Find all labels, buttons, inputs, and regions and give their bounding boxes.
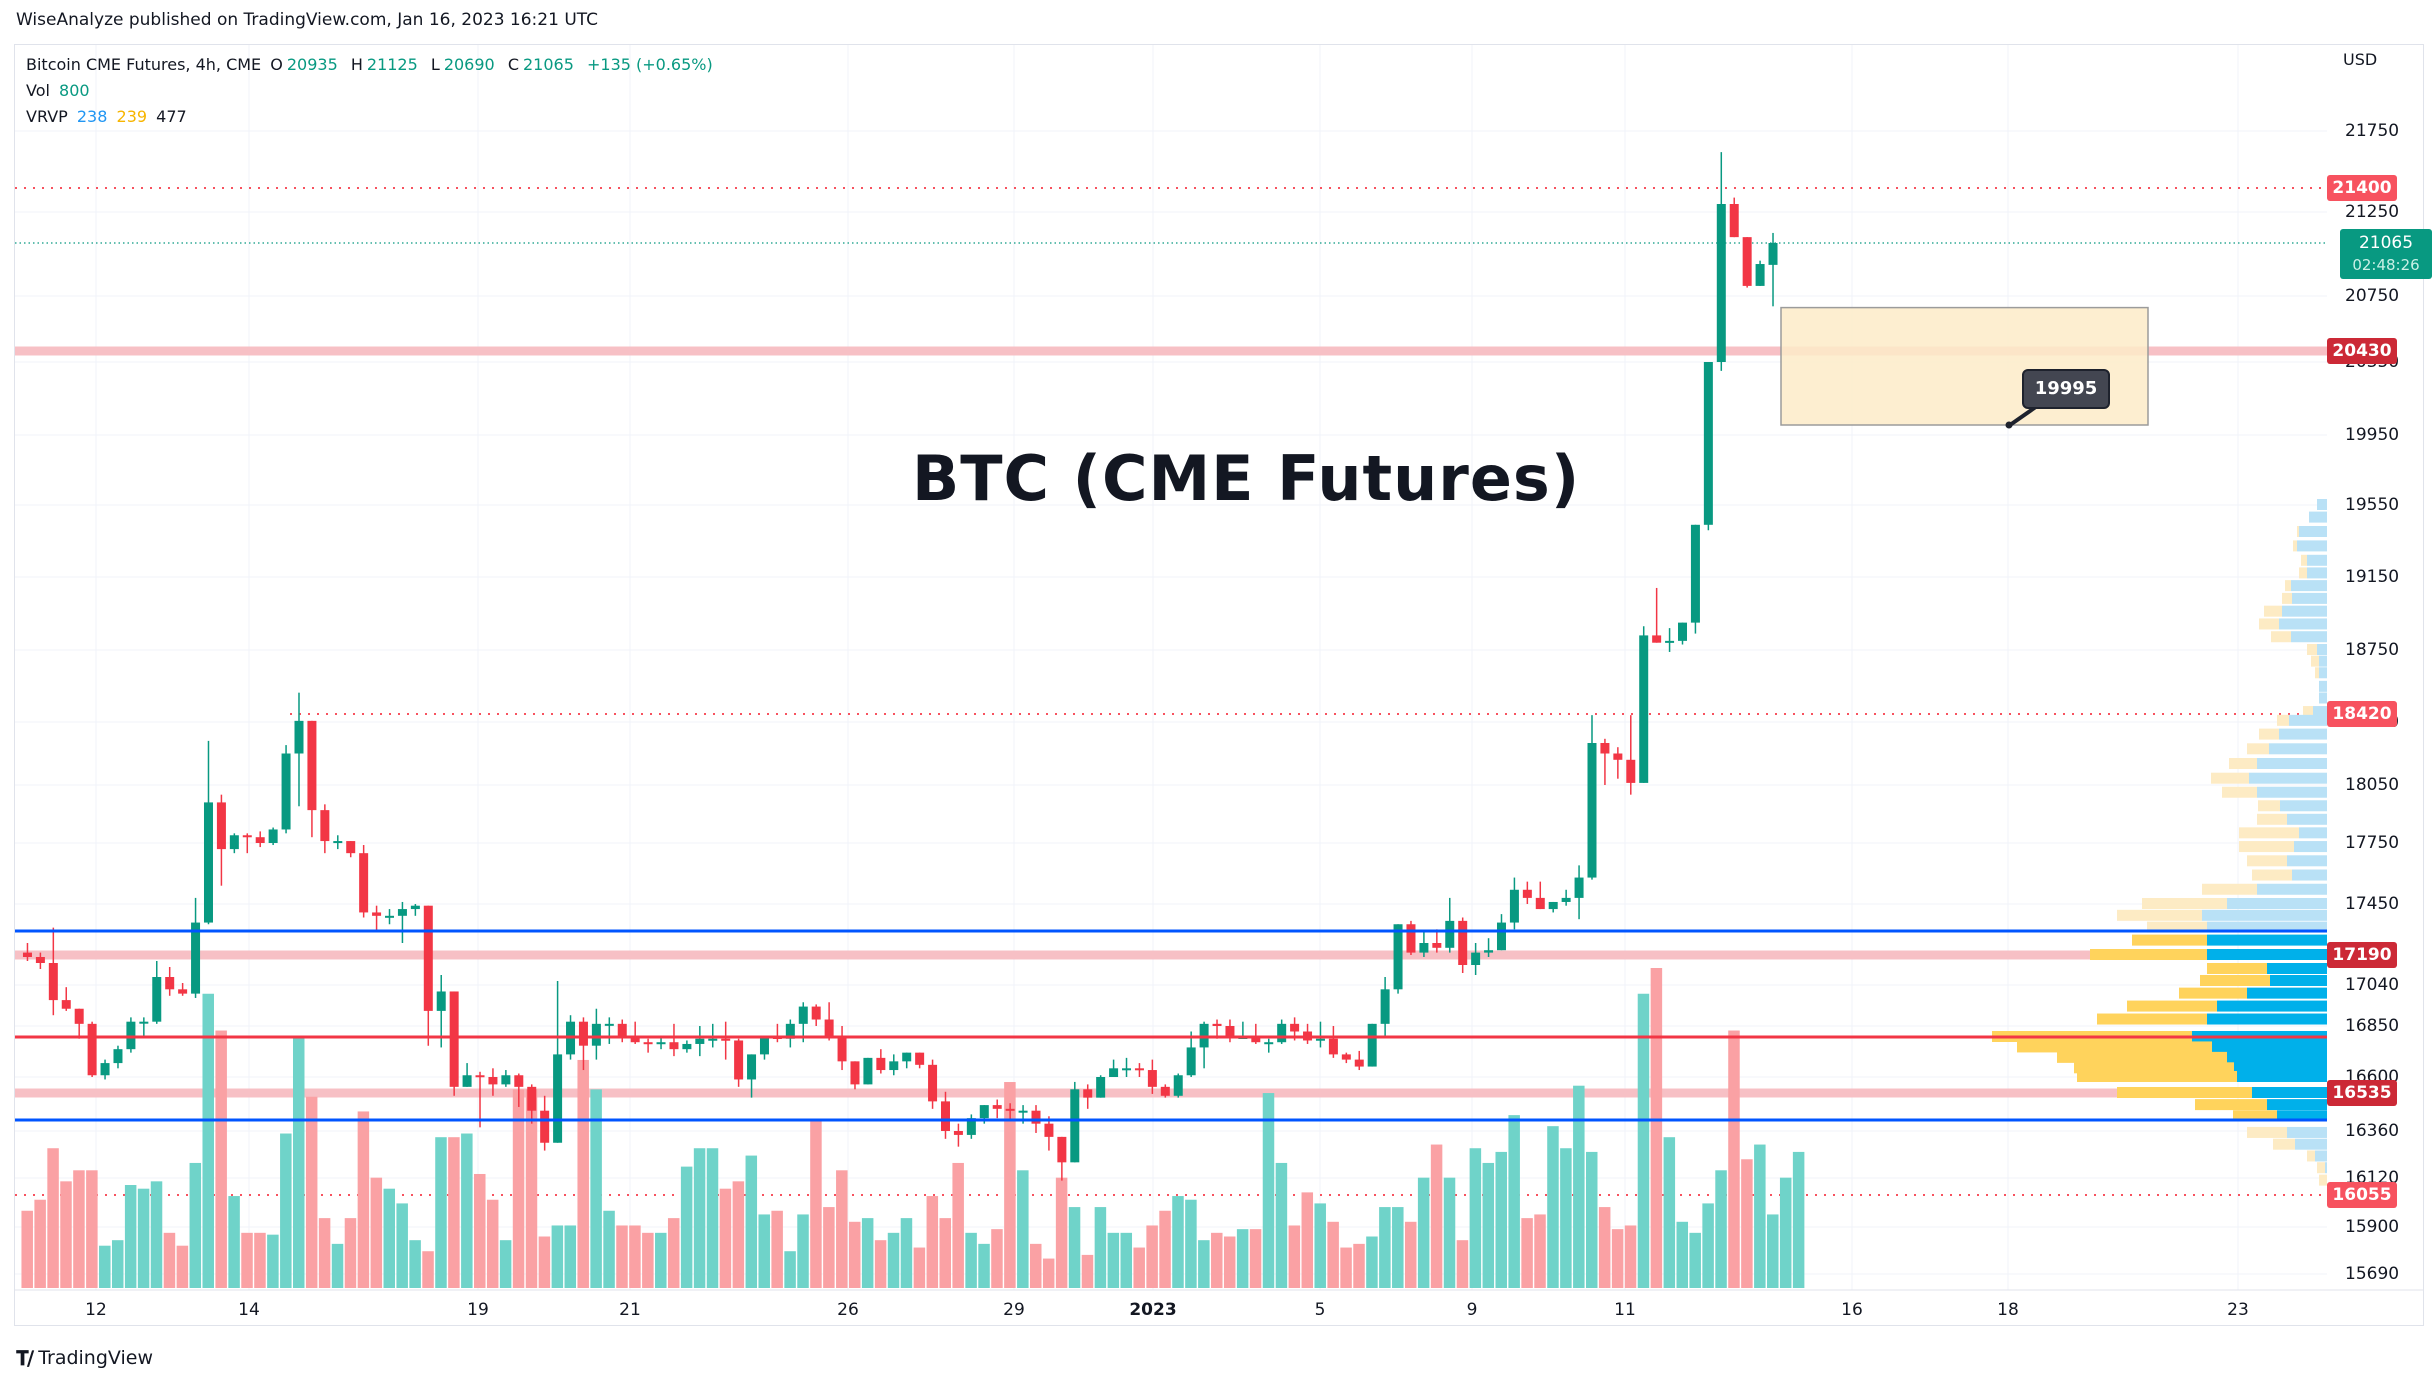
price-tick: 19950	[2345, 425, 2400, 445]
price-tick: 17750	[2345, 833, 2400, 853]
price-tick: 18050	[2345, 775, 2400, 795]
price-level-tag: 16535	[2327, 1080, 2397, 1106]
candlesticks	[22, 152, 1778, 1181]
chart-annotation-title[interactable]: BTC (CME Futures)	[912, 442, 1581, 515]
price-level-tag: 20430	[2327, 338, 2397, 364]
time-tick: 26	[837, 1300, 859, 1320]
low-value: 20690	[443, 55, 495, 74]
grid-lines	[15, 45, 2424, 1291]
tradingview-mark-icon: 𝐓∕	[16, 1346, 34, 1370]
chart-legend: Bitcoin CME Futures, 4h, CME O 20935 H 211…	[26, 52, 717, 130]
symbol-title[interactable]: Bitcoin CME Futures, 4h, CME	[26, 55, 262, 74]
time-tick: 23	[2227, 1300, 2249, 1320]
price-callout[interactable]: 19995	[2022, 369, 2110, 409]
price-tick: 18750	[2345, 640, 2400, 660]
current-price-tag: 21065 02:48:26	[2340, 229, 2432, 279]
time-tick: 18	[1997, 1300, 2019, 1320]
time-tick: 21	[619, 1300, 641, 1320]
time-tick: 2023	[1129, 1300, 1177, 1320]
high-value: 21125	[366, 55, 418, 74]
time-tick: 16	[1841, 1300, 1863, 1320]
time-tick: 14	[238, 1300, 260, 1320]
bar-countdown: 02:48:26	[2352, 256, 2420, 274]
close-value: 21065	[522, 55, 574, 74]
price-level-tag: 17190	[2327, 942, 2397, 968]
current-price: 21065	[2358, 233, 2414, 253]
chart-frame	[14, 44, 2424, 1326]
volume-row[interactable]: Vol 800	[26, 81, 90, 100]
time-tick: 9	[1466, 1300, 1478, 1320]
price-tick: 15690	[2345, 1264, 2400, 1284]
time-tick: 19	[467, 1300, 489, 1320]
time-tick: 5	[1314, 1300, 1326, 1320]
horizontal-levels	[15, 187, 2327, 1196]
price-tick: 21250	[2345, 202, 2400, 222]
vrvp-total-value: 477	[156, 107, 187, 126]
price-tick: 16850	[2345, 1016, 2400, 1036]
volume-profile	[1992, 499, 2327, 1186]
vrvp-up-value: 238	[76, 107, 108, 126]
price-tick: 20750	[2345, 286, 2400, 306]
price-tick: 15900	[2345, 1217, 2400, 1237]
volume-value: 800	[59, 81, 90, 100]
publisher-line: WiseAnalyze published on TradingView.com…	[16, 10, 599, 30]
price-level-tag: 21400	[2327, 175, 2397, 201]
price-tick: 16360	[2345, 1121, 2400, 1141]
price-tick: 19150	[2345, 567, 2400, 587]
brand-name: TradingView	[38, 1347, 153, 1369]
change-value: +135 (+0.65%)	[586, 55, 713, 74]
volume-bars	[21, 968, 1805, 1288]
currency-label[interactable]: USD	[2343, 50, 2378, 69]
tradingview-logo[interactable]: 𝐓∕ TradingView	[16, 1346, 153, 1370]
vrvp-row[interactable]: VRVP 238 239 477	[26, 107, 187, 126]
price-level-tag: 18420	[2327, 701, 2397, 727]
time-tick: 11	[1614, 1300, 1636, 1320]
price-tick: 21750	[2345, 121, 2400, 141]
price-level-tag: 16055	[2327, 1182, 2397, 1208]
ohlc-row: Bitcoin CME Futures, 4h, CME O 20935 H 211…	[26, 55, 713, 74]
vrvp-down-value: 239	[116, 107, 148, 126]
open-value: 20935	[286, 55, 338, 74]
price-tick: 17450	[2345, 894, 2400, 914]
time-tick: 12	[85, 1300, 107, 1320]
overlay-lines	[15, 929, 2327, 1122]
price-tick: 17040	[2345, 975, 2400, 995]
time-tick: 29	[1003, 1300, 1025, 1320]
price-tick: 19550	[2345, 495, 2400, 515]
